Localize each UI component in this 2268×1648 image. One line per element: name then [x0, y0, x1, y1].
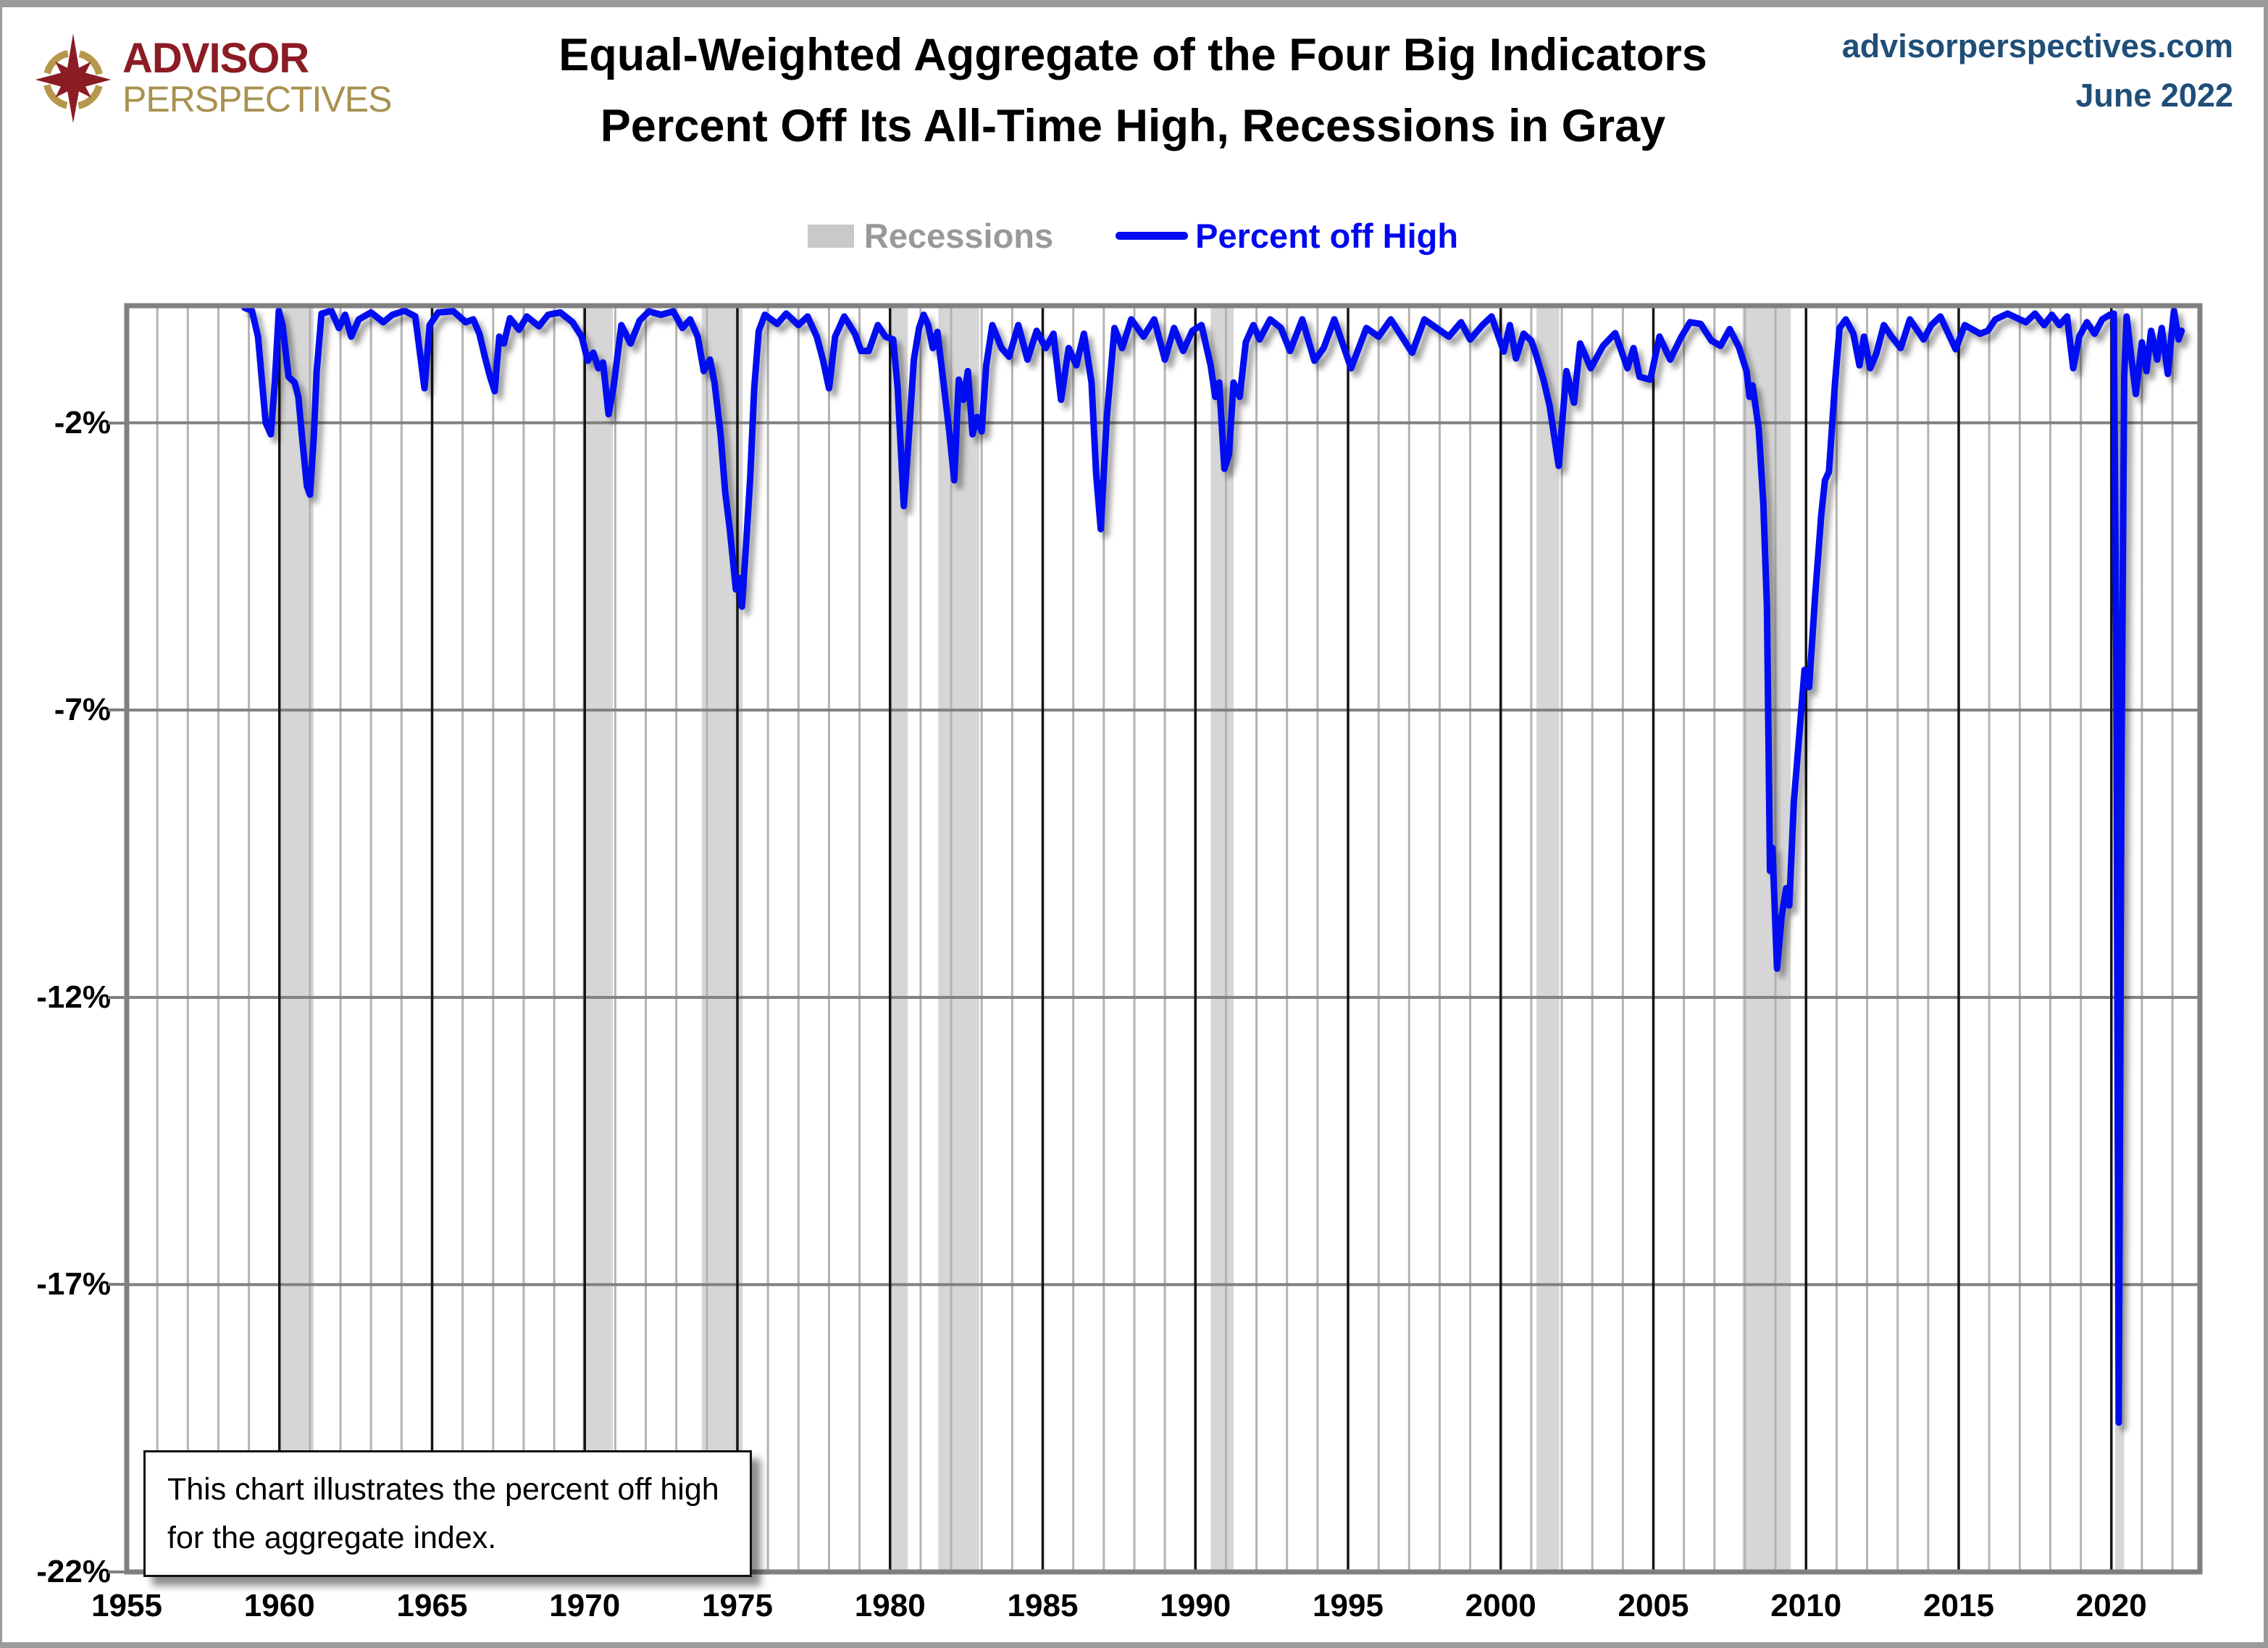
x-tick-label: 1985 [1007, 1588, 1079, 1623]
y-tick-mark [108, 1570, 125, 1573]
recession-legend-label: Recessions [863, 217, 1054, 255]
x-tick-label: 2010 [1770, 1588, 1842, 1623]
recession-band [701, 306, 743, 1572]
y-tick-label: -17% [36, 1266, 111, 1302]
annotation-text: This chart illustrates the percent off h… [167, 1472, 719, 1555]
y-tick-mark [108, 708, 125, 712]
y-tick-label: -2% [54, 404, 111, 440]
x-tick-label: 1960 [243, 1588, 315, 1623]
recession-legend-swatch [807, 224, 854, 248]
chart-title-line2: Percent Off Its All-Time High, Recession… [600, 100, 1666, 151]
logo-word-perspectives: PERSPECTIVES [122, 79, 392, 120]
x-tick-label: 1975 [702, 1588, 773, 1623]
line-legend-swatch [1116, 232, 1189, 240]
compass-star-icon [35, 33, 112, 123]
recession-band [1536, 306, 1560, 1572]
recession-band [280, 306, 314, 1572]
y-tick-mark [108, 995, 125, 999]
y-tick-mark [108, 421, 125, 424]
line-legend-label: Percent off High [1195, 217, 1459, 255]
y-tick-label: -22% [36, 1554, 111, 1589]
chart-title-line1: Equal-Weighted Aggregate of the Four Big… [558, 30, 1707, 80]
x-tick-label: 1995 [1313, 1588, 1384, 1623]
y-tick-label: -12% [36, 979, 111, 1015]
logo-word-advisor: ADVISOR [122, 35, 309, 82]
x-tick-label: 1970 [549, 1588, 621, 1623]
recession-band [1210, 306, 1234, 1572]
source-attribution: advisorperspectives.com June 2022 [1842, 22, 2233, 120]
star-main [35, 33, 112, 123]
x-tick-label: 1980 [854, 1588, 926, 1623]
x-tick-label: 1990 [1160, 1588, 1231, 1623]
recession-band [1742, 306, 1791, 1572]
chart-plot-area [124, 303, 2203, 1575]
annotation-box: This chart illustrates the percent off h… [143, 1450, 752, 1578]
y-tick-mark [108, 1283, 125, 1287]
advisor-perspectives-logo: ADVISOR PERSPECTIVES [28, 29, 392, 123]
y-tick-label: -7% [54, 692, 111, 728]
x-tick-label: 2020 [2075, 1588, 2147, 1623]
x-tick-label: 2005 [1618, 1588, 1689, 1623]
x-tick-label: 1965 [396, 1588, 468, 1623]
recession-band [938, 306, 979, 1572]
x-tick-label: 2000 [1465, 1588, 1536, 1623]
recession-band [582, 306, 614, 1572]
percent-off-high-line [241, 304, 2185, 1426]
chart-title: Equal-Weighted Aggregate of the Four Big… [364, 20, 1901, 162]
legend: Recessions Percent off High [2, 216, 2264, 256]
plot-frame [124, 303, 2203, 1575]
x-tick-label: 2015 [1923, 1588, 1994, 1623]
x-tick-label: 1955 [91, 1588, 162, 1623]
logo-text: ADVISOR PERSPECTIVES [122, 29, 392, 120]
source-site: advisorperspectives.com [1841, 28, 2233, 64]
recession-band [890, 306, 908, 1572]
source-date: June 2022 [2075, 76, 2233, 114]
